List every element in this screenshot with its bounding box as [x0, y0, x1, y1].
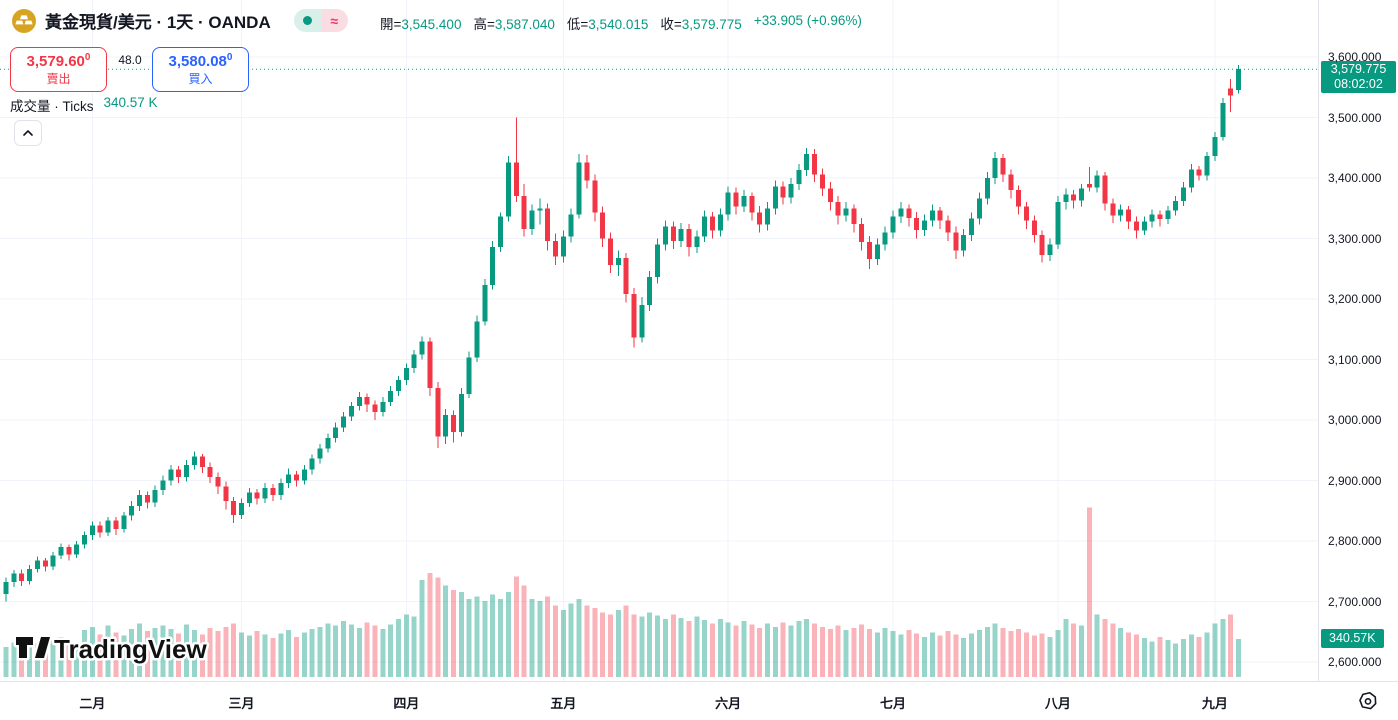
low-label: 低= — [566, 17, 589, 32]
price-tick-label: 2,800.000 — [1328, 534, 1382, 548]
gold-symbol-icon — [12, 8, 36, 33]
price-tick-label: 3,000.000 — [1328, 413, 1382, 427]
price-tick-label: 3,100.000 — [1328, 352, 1382, 367]
time-axis-month-label: 二月 — [79, 696, 106, 711]
sell-price-sup: 0 — [84, 52, 91, 64]
price-tick-label: 2,600.000 — [1328, 655, 1382, 669]
spread-value: 48.0 — [118, 53, 142, 67]
buy-label: 買入 — [188, 71, 213, 86]
price-tick-label: 2,900.000 — [1328, 473, 1382, 488]
volume-indicator-value: 340.57 K — [103, 95, 158, 110]
price-tick-label: 3,300.000 — [1328, 231, 1382, 246]
time-axis-month-label: 七月 — [880, 696, 907, 711]
high-value: 3,587.040 — [494, 17, 555, 32]
time-axis[interactable]: 二月 三月 四月 五月 六月 七月 八月 九月 — [0, 681, 1398, 720]
volume-indicator-row: 成交量 · Ticks 340.57 K — [10, 95, 158, 115]
time-axis-month-label: 四月 — [393, 696, 420, 711]
collapse-pane-button[interactable] — [14, 120, 42, 146]
price-tick-label: 3,400.000 — [1328, 171, 1382, 185]
time-axis-month-label: 八月 — [1044, 696, 1071, 711]
last-price-value: 3,579.775 — [1330, 62, 1387, 77]
buy-price: 3,580.08 — [168, 53, 227, 71]
time-axis-month-label: 五月 — [550, 696, 577, 711]
delayed-data-icon: ≈ — [320, 9, 348, 32]
change-value: +33.905 (+0.96%) — [753, 13, 862, 28]
time-axis-month-label: 三月 — [228, 696, 255, 711]
symbol-header: 黃金現貨/美元 · 1天 · OANDA ≈ — [12, 8, 348, 33]
price-tick-label: 3,600.000 — [1328, 50, 1382, 64]
buy-button[interactable]: 3,580.080 買入 — [152, 47, 249, 92]
sell-button[interactable]: 3,579.600 賣出 — [10, 47, 107, 92]
sell-price: 3,579.60 — [26, 53, 85, 71]
volume-indicator-label[interactable]: 成交量 · Ticks — [10, 99, 94, 114]
price-tick-label: 2,700.000 — [1328, 594, 1382, 609]
price-tick-label: 3,200.000 — [1328, 292, 1382, 306]
high-label: 高= — [473, 17, 495, 32]
volume-badge: 340.57K — [1321, 628, 1384, 648]
market-status-pill[interactable]: ≈ — [293, 9, 348, 32]
time-axis-month-label: 九月 — [1201, 696, 1228, 711]
open-label: 開= — [380, 17, 402, 32]
candlestick-chart[interactable] — [0, 0, 1318, 681]
time-axis-month-label: 六月 — [715, 696, 742, 711]
price-tick-label: 3,500.000 — [1328, 110, 1382, 125]
low-value: 3,540.015 — [588, 17, 649, 32]
sell-label: 賣出 — [46, 71, 71, 86]
last-price-badge: 3,579.775 08:02:02 — [1321, 61, 1396, 94]
timezone-settings-icon[interactable] — [1356, 690, 1380, 714]
buy-price-sup: 0 — [226, 52, 233, 64]
symbol-title[interactable]: 黃金現貨/美元 · 1天 · OANDA — [45, 13, 271, 32]
close-value: 3,579.775 — [681, 17, 742, 32]
ohlc-readout: 開=3,545.400 高=3,587.040 低=3,540.015 收=3,… — [380, 13, 862, 33]
price-axis[interactable]: 3,579.775 08:02:02 340.57K 3,600.000 3,50… — [1318, 0, 1398, 681]
open-value: 3,545.400 — [401, 17, 462, 32]
market-open-dot-icon — [293, 9, 321, 32]
chevron-up-icon — [23, 130, 33, 136]
close-label: 收= — [660, 17, 682, 32]
chart-plot-area[interactable] — [0, 0, 1318, 681]
bar-countdown: 08:02:02 — [1334, 77, 1383, 92]
